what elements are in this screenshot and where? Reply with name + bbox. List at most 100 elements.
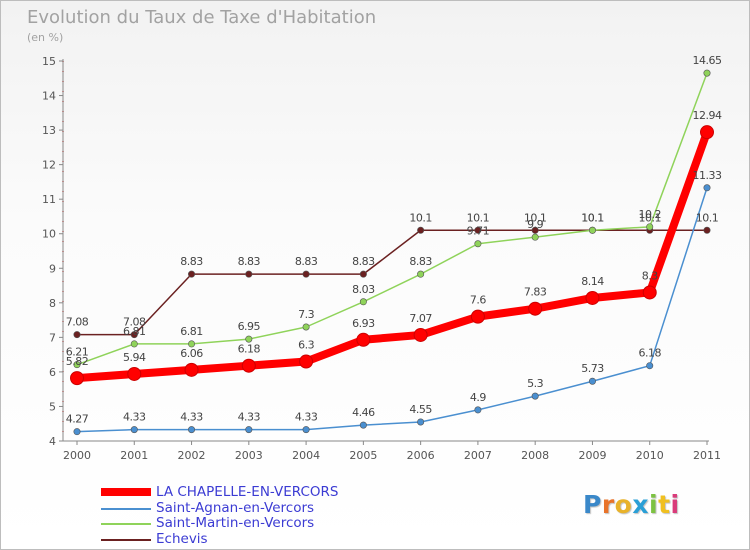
data-label: 6.81 [180,325,203,338]
data-point [359,298,367,306]
legend-label: Saint-Agnan-en-Vercors [156,499,315,516]
x-tick-label: 2009 [578,449,606,462]
data-point [302,270,310,278]
y-tick-label: 13 [42,124,56,137]
data-point [356,332,371,347]
data-label: 10.1 [409,211,432,224]
data-label: 10.2 [638,208,661,221]
data-label: 8.83 [180,255,203,268]
data-label: 4.55 [409,403,432,416]
data-point [359,270,367,278]
data-label: 6.93 [352,317,375,330]
logo-letter: P [583,490,602,519]
data-point [73,361,81,369]
data-point [703,226,711,234]
data-label: 6.06 [180,347,203,360]
data-point [703,184,711,192]
legend-label: Saint-Martin-en-Vercors [156,515,315,531]
data-point [127,366,142,381]
data-point [646,223,654,231]
x-tick-label: 2006 [407,449,435,462]
series-echevis [73,226,711,339]
series-saint-agnan-en-vercors [73,184,711,436]
series-la-chapelle-en-vercors [70,125,714,386]
logo-letter: o [614,490,633,519]
logo-letter: x [632,490,649,519]
data-point [130,426,138,434]
y-tick-label: 9 [49,262,56,275]
y-tick-label: 14 [42,90,56,103]
y-tick-label: 8 [49,297,56,310]
data-label: 10.1 [581,211,604,224]
data-label: 14.65 [693,54,722,67]
data-label: 6.3 [298,339,314,352]
data-label: 6.81 [123,325,146,338]
x-tick-label: 2011 [693,449,721,462]
data-label: 5.3 [527,377,543,390]
data-point [585,290,600,305]
data-point [531,392,539,400]
data-label: 5.94 [123,351,146,364]
data-point [188,340,196,348]
data-label: 8.83 [238,255,261,268]
x-tick-label: 2002 [178,449,206,462]
data-point [188,270,196,278]
y-tick-label: 11 [42,193,56,206]
logo-letter: r [601,490,615,519]
y-tick-label: 4 [49,435,56,448]
series-line [73,128,711,383]
x-tick-label: 2005 [349,449,377,462]
data-label: 4.27 [66,413,89,426]
legend-swatch [101,507,151,510]
chart-subtitle: (en %) [27,31,64,44]
data-label: 4.33 [295,411,318,424]
data-label: 10.1 [524,211,547,224]
y-tick-label: 15 [42,55,56,68]
data-point [531,226,539,234]
data-point [245,335,253,343]
data-point [130,331,138,339]
data-point [245,270,253,278]
data-point [470,309,485,324]
legend-label: LA CHAPELLE-EN-VERCORS [156,484,339,500]
legend-swatch [101,523,151,525]
data-point [299,354,314,369]
data-label: 8.03 [352,283,375,296]
data-label: 9.71 [467,225,490,238]
data-label: 9.9 [527,218,543,231]
axes: 4 5 6 7 8 9 10 11 12 13 14 15 2000 2001 2002 2003 2004 20… [42,55,721,462]
data-point [413,327,428,342]
data-point [302,323,310,331]
data-point [588,226,596,234]
data-point [417,270,425,278]
data-label: 7.3 [298,308,314,321]
data-point [474,240,482,248]
data-point [417,226,425,234]
proxiti-logo: Proxiti [583,490,680,519]
y-tick-label: 12 [42,159,56,172]
data-label: 7.6 [470,294,486,307]
data-label: 7.07 [409,312,432,325]
x-tick-label: 2008 [521,449,549,462]
x-tick-label: 2000 [63,449,91,462]
data-point [245,426,253,434]
data-label: 5.73 [581,362,604,375]
data-label: 4.33 [180,411,203,424]
data-label: 6.21 [66,346,89,359]
data-label: 10.1 [467,211,490,224]
data-label: 10.1 [638,211,661,224]
data-point [70,371,84,386]
data-label: 7.08 [66,316,89,329]
y-tick-label: 7 [49,331,56,344]
logo-letter: i [670,490,680,519]
data-point [130,340,138,348]
data-point [646,362,654,370]
data-point [241,358,256,373]
data-label: 8.83 [409,255,432,268]
data-label: 8.83 [295,255,318,268]
data-label: 12.94 [693,109,722,122]
data-label: 10.1 [696,211,719,224]
data-point [588,377,596,385]
data-point [531,233,539,241]
